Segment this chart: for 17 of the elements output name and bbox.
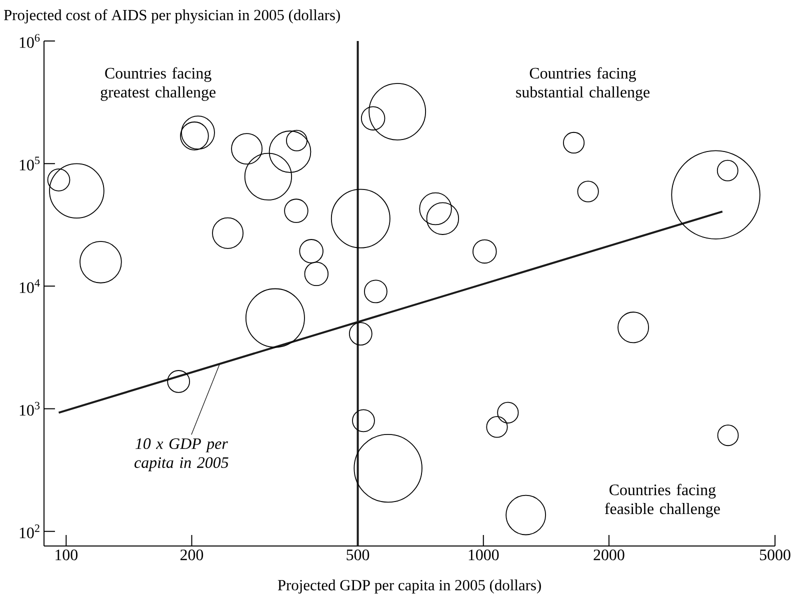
annotation: Countries facing greatest challenge bbox=[100, 67, 216, 101]
x-axis-title: Projected GDP per capita in 2005 (dollars) bbox=[278, 580, 541, 594]
annotation: 10 x GDP per capita in 2005 bbox=[134, 438, 228, 472]
x-tick-label: 2000 bbox=[594, 550, 624, 560]
annotation: Countries facing feasible challenge bbox=[604, 484, 720, 518]
y-tick-label: 10$^{6}$ bbox=[20, 34, 40, 48]
x-tick-label: 1000 bbox=[468, 550, 499, 560]
x-tick-label: 500 bbox=[346, 550, 370, 560]
x-tick-label: 200 bbox=[180, 550, 204, 560]
y-tick-label: 10$^{5}$ bbox=[20, 156, 40, 170]
x-tick-label: 100 bbox=[56, 550, 78, 560]
y-tick-label: 10$^{4}$ bbox=[20, 279, 40, 294]
y-tick-label: 10$^{2}$ bbox=[20, 524, 40, 538]
annotation: Countries facing substantial challenge bbox=[516, 67, 650, 101]
y-tick-label: 10$^{3}$ bbox=[20, 402, 40, 416]
x-tick-label: 5000 bbox=[760, 550, 790, 560]
y-axis-title: Projected cost of AIDS per physician in 2005 (dollars) bbox=[4, 9, 340, 24]
